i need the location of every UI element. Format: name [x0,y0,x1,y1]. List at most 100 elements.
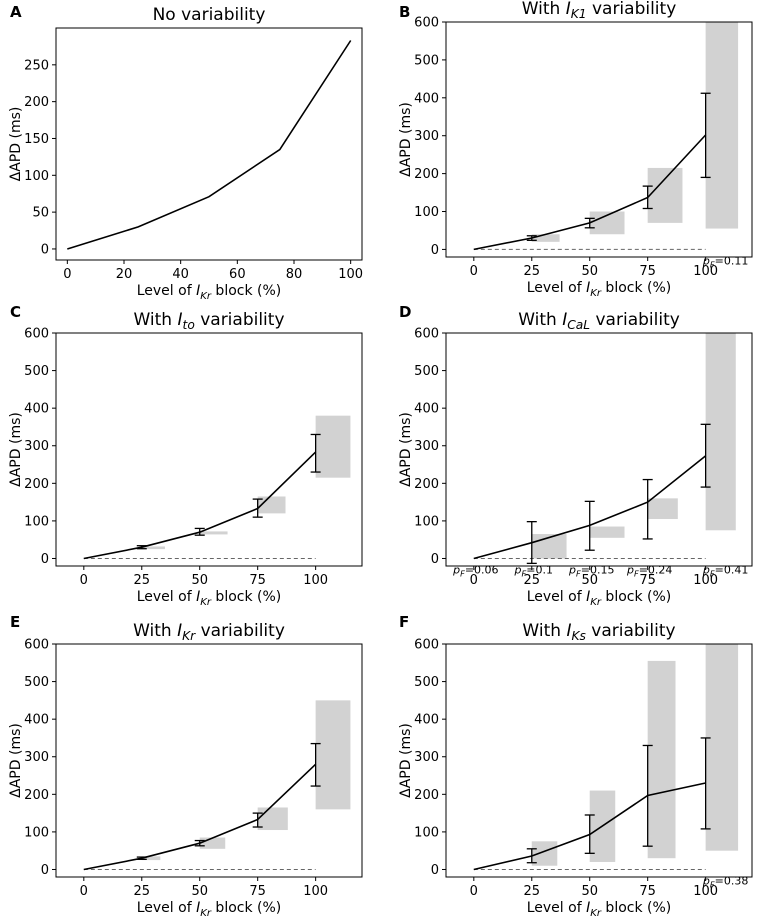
y-tick-label: 400 [24,713,49,728]
histogram-bar [531,234,560,242]
x-axis-label: Level of IKr​ block (%) [527,589,672,608]
y-tick-label: 500 [414,364,439,379]
y-tick-label: 0 [431,243,439,258]
p-subscript: F [522,568,527,578]
histogram-bar [531,841,558,866]
histogram-bar [705,644,739,851]
histogram-bar [141,546,165,550]
y-axis-label: ΔAPD (ms) [398,723,414,798]
p-subscript: F [710,568,715,578]
y-tick-label: 300 [414,750,439,765]
y-axis-label: ΔAPD (ms) [398,102,414,177]
series-line [473,134,707,251]
chart-title: With IKr​ variability [133,621,285,643]
x-tick-label: 0 [80,884,88,899]
text-part: block (%) [211,900,281,916]
y-axis-label: ΔAPD (ms) [8,723,24,798]
text-part: I [586,589,590,605]
text-part: block (%) [601,900,671,916]
y-tick-label: 400 [24,402,49,417]
text-part: I [178,310,183,330]
p-subscript: F [710,259,715,269]
subscript-text: Kr [200,908,212,919]
text-part: block (%) [601,589,671,605]
y-tick-label: 300 [414,439,439,454]
p-value: =0.41 [715,563,749,576]
text-part: With [133,310,177,330]
series-line [83,451,317,560]
histogram-bar [315,700,351,810]
x-axis-label: Level of IKr​ block (%) [137,589,282,608]
panel-label: B [399,3,410,21]
text-part: I [177,621,182,641]
subscript-text: to [183,318,195,332]
axes-frame [445,332,753,567]
text-part: Level of [137,283,196,299]
axes-frame [55,332,363,567]
x-tick-label: 25 [523,264,540,279]
x-tick-label: 100 [693,884,718,899]
text-part: I [196,900,200,916]
y-axis-label: ΔAPD (ms) [398,412,414,487]
x-tick-label: 60 [229,267,246,282]
p-value: =0.1 [526,563,553,576]
x-tick-label: 100 [303,573,328,588]
y-tick-label: 400 [414,91,439,106]
x-tick-label: 0 [63,267,71,282]
text-part: With [133,621,177,641]
text-part: No variability [153,5,266,25]
x-tick-label: 50 [581,884,598,899]
text-part: Level of [137,589,196,605]
histogram-bar [647,660,676,859]
histogram-bar [315,415,351,478]
y-tick-label: 200 [414,167,439,182]
x-tick-label: 75 [249,884,266,899]
y-axis-label: ΔAPD (ms) [8,107,24,182]
x-axis-label: Level of IKr​ block (%) [137,283,282,302]
text-part: block (%) [601,280,671,296]
axes-frame [55,643,363,878]
x-tick-label: 25 [523,884,540,899]
y-tick-label: 100 [24,825,49,840]
x-tick-label: 75 [249,573,266,588]
text-part: block (%) [211,283,281,299]
text-part: I [586,900,590,916]
x-tick-label: 0 [470,573,478,588]
text-part: I [566,0,571,19]
y-tick-label: 300 [24,750,49,765]
x-tick-label: 75 [639,884,656,899]
y-axis-label: ΔAPD (ms) [8,412,24,487]
x-tick-label: 25 [133,884,150,899]
text-part: I [196,589,200,605]
text-part: Level of [527,900,586,916]
subscript-text: Kr [200,291,212,302]
x-tick-label: 50 [581,573,598,588]
chart-title: With IKs​ variability [522,621,675,643]
x-tick-label: 80 [286,267,303,282]
x-axis-label: Level of IKr​ block (%) [527,900,672,919]
x-tick-label: 0 [80,573,88,588]
axes-frame [445,643,753,878]
text-part: Level of [527,280,586,296]
p-symbol: p [626,563,634,576]
p-value-label: pF=0.15 [568,563,614,578]
series-line [67,40,352,250]
series-line [473,782,706,871]
x-axis-label: Level of IKr​ block (%) [527,280,672,299]
panel-A: A No variability 0 20 40 60 80 100 0 50 100 150 200 2… [8,3,363,302]
y-tick-label: 400 [414,713,439,728]
chart-title: With IK1​ variability [522,0,677,21]
text-part: I [566,621,571,641]
x-tick-label: 0 [470,884,478,899]
x-tick-label: 100 [693,573,718,588]
x-tick-label: 50 [191,573,208,588]
y-tick-label: 600 [414,16,439,31]
y-tick-label: 0 [431,552,439,567]
p-subscript: F [576,568,581,578]
text-part: variability [195,621,285,641]
y-tick-label: 150 [24,132,49,147]
y-tick-label: 100 [414,825,439,840]
